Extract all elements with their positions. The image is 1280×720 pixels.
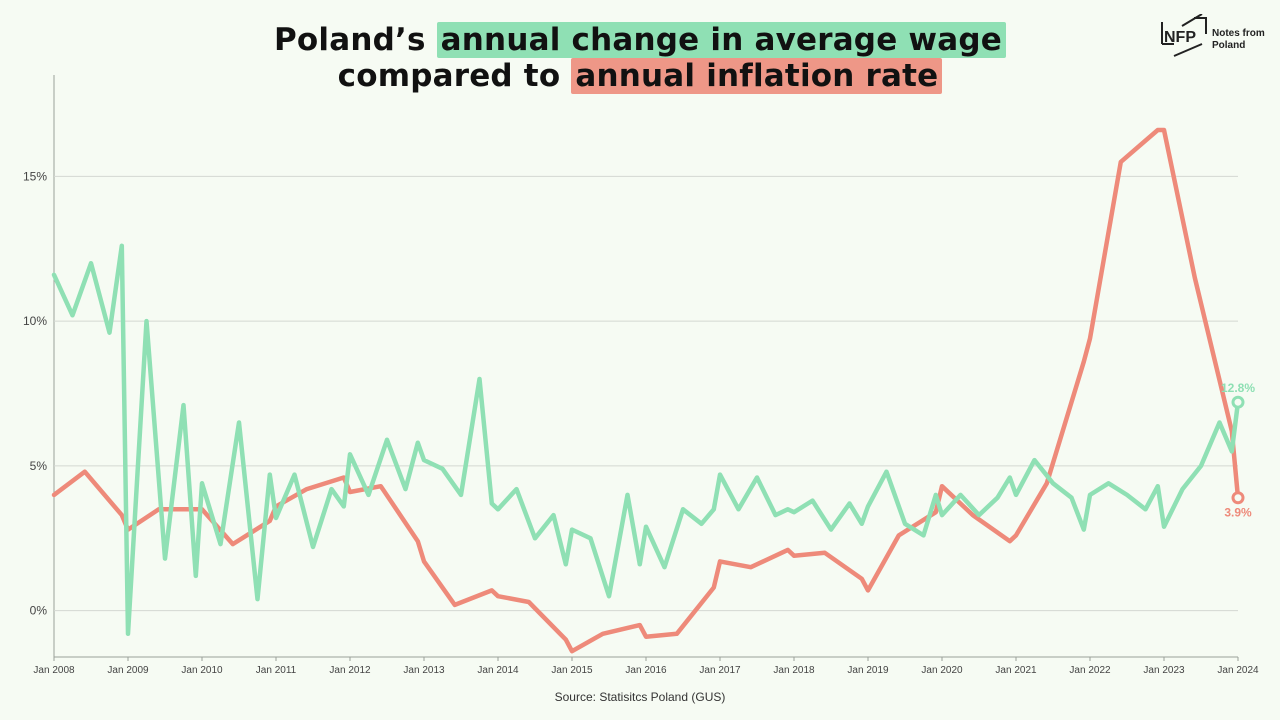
- title-line-1: Poland’s annual change in average wage: [0, 22, 1280, 58]
- x-tick-label: Jan 2012: [329, 665, 371, 676]
- logo-line-2: Poland: [1212, 40, 1246, 51]
- title-line-2: compared to annual inflation rate: [0, 58, 1280, 94]
- x-tick-label: Jan 2023: [1143, 665, 1185, 676]
- x-tick-label: Jan 2022: [1069, 665, 1111, 676]
- title-prefix-1: Poland’s: [274, 22, 437, 58]
- logo-line-1: Notes from: [1212, 28, 1265, 39]
- line-chart: 0%5%10%15% Jan 2008 Jan 2009 Jan 2010 Jan 2…: [23, 75, 1259, 676]
- nfp-logo-icon: NFP: [1161, 14, 1207, 57]
- nfp-logo: NFP Notes from Poland: [1158, 14, 1268, 64]
- end-label-inflation: 3.9%: [1224, 506, 1252, 520]
- chart-series: [51, 127, 1241, 654]
- x-tick-label: Jan 2010: [181, 665, 223, 676]
- y-tick-label: 10%: [23, 314, 47, 328]
- x-tick-label: Jan 2018: [773, 665, 815, 676]
- x-tick-label: Jan 2008: [33, 665, 75, 676]
- y-tick-label: 15%: [23, 169, 47, 183]
- x-tick-label: Jan 2011: [256, 665, 297, 676]
- x-tick-label: Jan 2015: [551, 665, 593, 676]
- title-highlight-wage: annual change in average wage: [436, 22, 1006, 58]
- x-tick-label: Jan 2024: [1217, 665, 1259, 676]
- source-note: Source: Statisitcs Poland (GUS): [554, 690, 726, 704]
- end-label-wage: 12.8%: [1221, 381, 1255, 395]
- x-tick-label: Jan 2014: [477, 665, 519, 676]
- y-axis: 0% 5% 10% 15%: [23, 169, 47, 617]
- x-tick-label: Jan 2009: [107, 665, 149, 676]
- x-tick-label: Jan 2020: [921, 665, 963, 676]
- x-axis: Jan 2008 Jan 2009 Jan 2010 Jan 2011 Jan 2012…: [33, 657, 1259, 676]
- end-point-inflation: [1231, 491, 1245, 505]
- series-line-wage: [51, 243, 1241, 637]
- x-tick-label: Jan 2013: [403, 665, 445, 676]
- chart-grid: [53, 75, 1238, 658]
- end-labels: 3.9% 12.8%: [1221, 381, 1255, 520]
- title-highlight-inflation: annual inflation rate: [571, 58, 943, 94]
- y-tick-label: 0%: [30, 604, 48, 618]
- chart-title: Poland’s annual change in average wage c…: [0, 22, 1280, 94]
- x-tick-label: Jan 2019: [847, 665, 889, 676]
- y-tick-label: 5%: [30, 459, 48, 473]
- title-prefix-2: compared to: [337, 58, 572, 94]
- x-tick-label: Jan 2021: [995, 665, 1037, 676]
- x-tick-label: Jan 2017: [699, 665, 741, 676]
- x-tick-label: Jan 2016: [625, 665, 667, 676]
- logo-text: Notes from Poland: [1212, 28, 1265, 52]
- series-line-inflation: [51, 127, 1241, 654]
- end-point-wage: [1231, 395, 1245, 409]
- logo-mark-text: NFP: [1164, 29, 1196, 46]
